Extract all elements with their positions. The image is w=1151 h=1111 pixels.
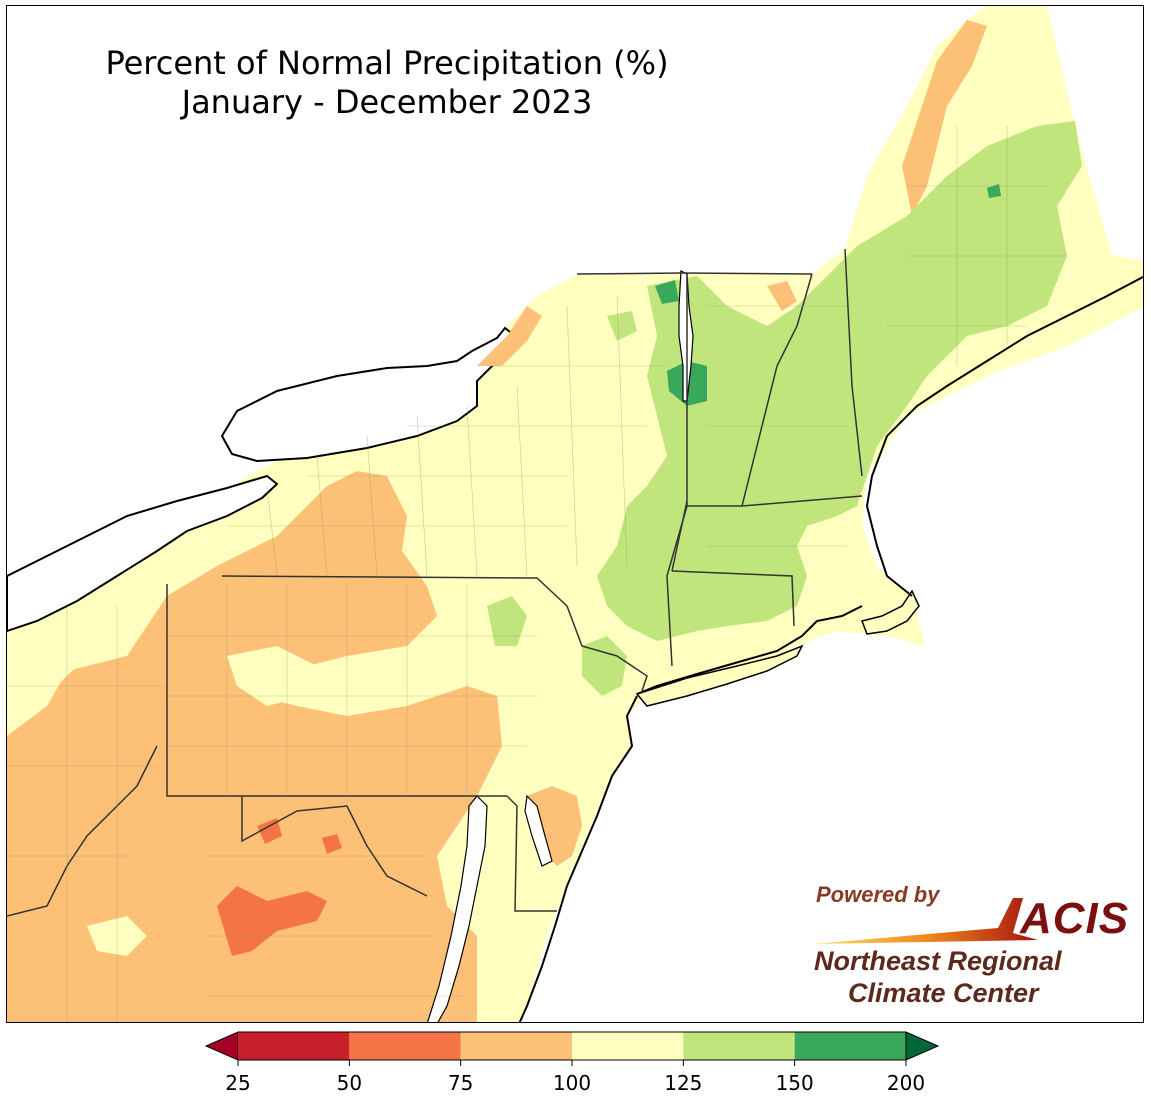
near-normal-island-pa (227, 646, 317, 706)
legend-bin (572, 1032, 684, 1060)
below-normal-region-west (7, 471, 502, 1022)
wet-region-ny-south (487, 596, 527, 646)
legend-tick-label: 75 (448, 1071, 473, 1095)
atlantic-ocean (518, 307, 1143, 1022)
very-wet-region-champlain-north (655, 280, 679, 304)
color-legend: 25 50 75 100 125 150 200 (204, 1031, 940, 1095)
coastline (518, 275, 1143, 1022)
organization-name-line1: Northeast Regional (814, 946, 1062, 976)
map-subtitle: January - December 2023 (181, 83, 593, 121)
wet-region-ny-north (607, 311, 637, 341)
legend-tick-label: 25 (225, 1071, 250, 1095)
below-normal-region-lake (477, 306, 542, 366)
delaware-bay (524, 794, 553, 867)
legend-bin (238, 1032, 350, 1060)
very-wet-region-maine (987, 184, 1001, 198)
acis-swoosh (813, 898, 1038, 944)
legend-tick-label: 125 (664, 1071, 702, 1095)
legend-bin (349, 1032, 461, 1060)
dry-region-md (257, 818, 282, 844)
near-normal-island-oh (17, 631, 77, 696)
chesapeake-bay (427, 795, 488, 1022)
legend-bin (683, 1032, 795, 1060)
wet-region-new-england (597, 121, 1082, 641)
legend-tick-label: 150 (776, 1071, 814, 1095)
legend-tick-label: 200 (887, 1071, 925, 1095)
precipitation-map: Percent of Normal Precipitation (%) Janu… (6, 5, 1144, 1023)
legend-tick-label: 50 (337, 1071, 362, 1095)
legend-arrow-over (905, 1031, 940, 1061)
acis-wordmark: ACIS (1020, 894, 1130, 943)
legend-tick-label: 100 (553, 1071, 591, 1095)
organization-name-line2: Climate Center (848, 978, 1039, 1008)
county-lines (7, 126, 1067, 1022)
long-island (635, 644, 804, 707)
dry-region-va (322, 834, 342, 854)
lake-erie (7, 474, 279, 633)
dry-region-wv (217, 886, 327, 956)
map-canvas (7, 6, 1143, 1022)
cape-cod (860, 589, 920, 635)
legend-bin (460, 1032, 572, 1060)
state-borders (7, 248, 863, 917)
below-normal-region-maine (902, 20, 987, 216)
powered-by-label: Powered by (816, 882, 940, 907)
legend-bin (794, 1032, 906, 1060)
below-normal-region-nh (767, 281, 797, 311)
acis-logo: Powered by ACIS Northeast Regional Clima… (808, 878, 1128, 1018)
wet-region-nj-ny (582, 636, 627, 696)
legend-arrow-under (204, 1031, 239, 1061)
map-title: Percent of Normal Precipitation (%) (105, 44, 669, 82)
